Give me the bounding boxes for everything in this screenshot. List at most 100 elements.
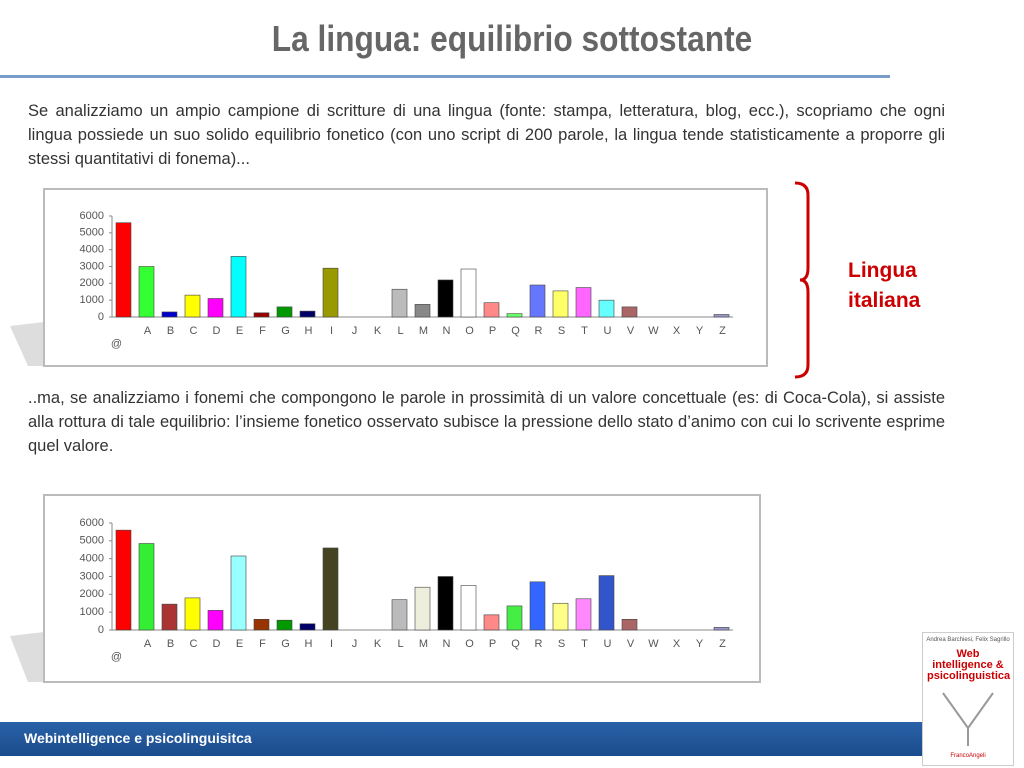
x-tick-label: R — [535, 325, 543, 337]
paragraph: Se analizziamo un ampio campione di scri… — [28, 102, 945, 168]
bar — [276, 619, 293, 631]
x-tick-label: S — [558, 638, 565, 650]
x-tick-label: L — [397, 325, 403, 337]
bar — [621, 618, 638, 631]
y-tick-label: 4000 — [80, 244, 104, 256]
title-rule — [0, 75, 890, 78]
bar — [552, 290, 569, 318]
x-tick-label: X — [673, 638, 681, 650]
x-tick-label: A — [144, 325, 152, 337]
x-tick-label: L — [397, 638, 403, 650]
bar — [253, 312, 270, 318]
bar — [276, 306, 293, 318]
bar — [552, 602, 569, 631]
y-tick-label: 1000 — [80, 606, 104, 618]
x-tick-label: I — [330, 325, 333, 337]
footer-bar — [0, 722, 922, 756]
bar — [506, 313, 523, 318]
bar — [414, 304, 431, 318]
x-tick-label: H — [305, 638, 313, 650]
bar — [713, 627, 730, 631]
chart-frame — [43, 494, 761, 683]
y-tick-label: 4000 — [80, 553, 104, 565]
bar — [299, 623, 316, 631]
bar — [230, 555, 247, 631]
y-tick-label: 2000 — [80, 277, 104, 289]
x-tick-label: G — [281, 325, 290, 337]
bar — [391, 288, 408, 318]
bar — [598, 575, 615, 631]
bar — [184, 597, 201, 631]
x-tick-label: D — [213, 638, 221, 650]
x-tick-label: R — [535, 638, 543, 650]
x-tick-label: B — [167, 638, 174, 650]
frame-shadow — [10, 322, 44, 366]
bar — [391, 599, 408, 631]
frame-shadow — [10, 632, 44, 682]
x-tick-label: C — [190, 638, 198, 650]
x-tick-label: P — [489, 325, 496, 337]
x-tick-label: @ — [111, 338, 122, 350]
x-tick-label: I — [330, 638, 333, 650]
bracket-label: Lingua italiana — [848, 259, 921, 312]
book-title: Web intelligence & psicolinguistica — [927, 648, 1011, 682]
bar — [138, 266, 155, 318]
bar — [483, 614, 500, 631]
x-tick-label: N — [443, 325, 451, 337]
x-tick-label: S — [558, 325, 565, 337]
x-tick-label: F — [259, 638, 266, 650]
y-tick-label: 0 — [98, 624, 104, 636]
bar — [299, 310, 316, 318]
bar — [575, 598, 592, 631]
x-tick-label: Y — [696, 325, 704, 337]
bar — [506, 605, 523, 631]
book-publisher: FrancoAngeli — [950, 753, 986, 759]
y-tick-label: 3000 — [80, 260, 104, 272]
x-tick-label: O — [465, 638, 474, 650]
y-tick-label: 0 — [98, 311, 104, 323]
y-tick-label: 6000 — [80, 517, 104, 529]
bracket — [794, 181, 810, 379]
x-tick-label: Y — [696, 638, 704, 650]
book-authors: Andrea Barchiesi, Felix Sagrillo — [926, 637, 1010, 643]
x-tick-label: Z — [719, 638, 726, 650]
bar — [161, 603, 178, 631]
y-tick-label: 5000 — [80, 535, 104, 547]
x-tick-label: Q — [511, 638, 520, 650]
x-tick-label: N — [443, 638, 451, 650]
bar — [713, 314, 730, 318]
x-tick-label: A — [144, 638, 152, 650]
x-tick-label: U — [604, 638, 612, 650]
x-tick-label: D — [213, 325, 221, 337]
x-tick-label: E — [236, 638, 243, 650]
bar — [460, 585, 477, 631]
bar — [437, 279, 454, 318]
x-tick-label: T — [581, 325, 588, 337]
x-tick-label: W — [648, 638, 659, 650]
x-tick-label: U — [604, 325, 612, 337]
x-tick-label: O — [465, 325, 474, 337]
bar — [414, 586, 431, 631]
book-art — [942, 692, 994, 746]
bar — [207, 298, 224, 318]
x-tick-label: M — [419, 325, 428, 337]
x-tick-label: @ — [111, 651, 122, 663]
y-tick-label: 6000 — [80, 210, 104, 222]
bar — [230, 256, 247, 318]
x-tick-label: K — [374, 325, 382, 337]
y-tick-label: 5000 — [80, 227, 104, 239]
x-tick-label: P — [489, 638, 496, 650]
x-tick-label: T — [581, 638, 588, 650]
slide-title: La lingua: equilibrio sottostante — [271, 18, 753, 59]
bar — [437, 576, 454, 631]
y-tick-label: 2000 — [80, 588, 104, 600]
bar — [598, 299, 615, 318]
x-tick-label: H — [305, 325, 313, 337]
chart-frame — [43, 188, 768, 367]
bar — [483, 302, 500, 318]
x-tick-label: V — [627, 638, 635, 650]
x-tick-label: J — [352, 325, 358, 337]
bar — [115, 529, 132, 631]
x-tick-label: E — [236, 325, 243, 337]
